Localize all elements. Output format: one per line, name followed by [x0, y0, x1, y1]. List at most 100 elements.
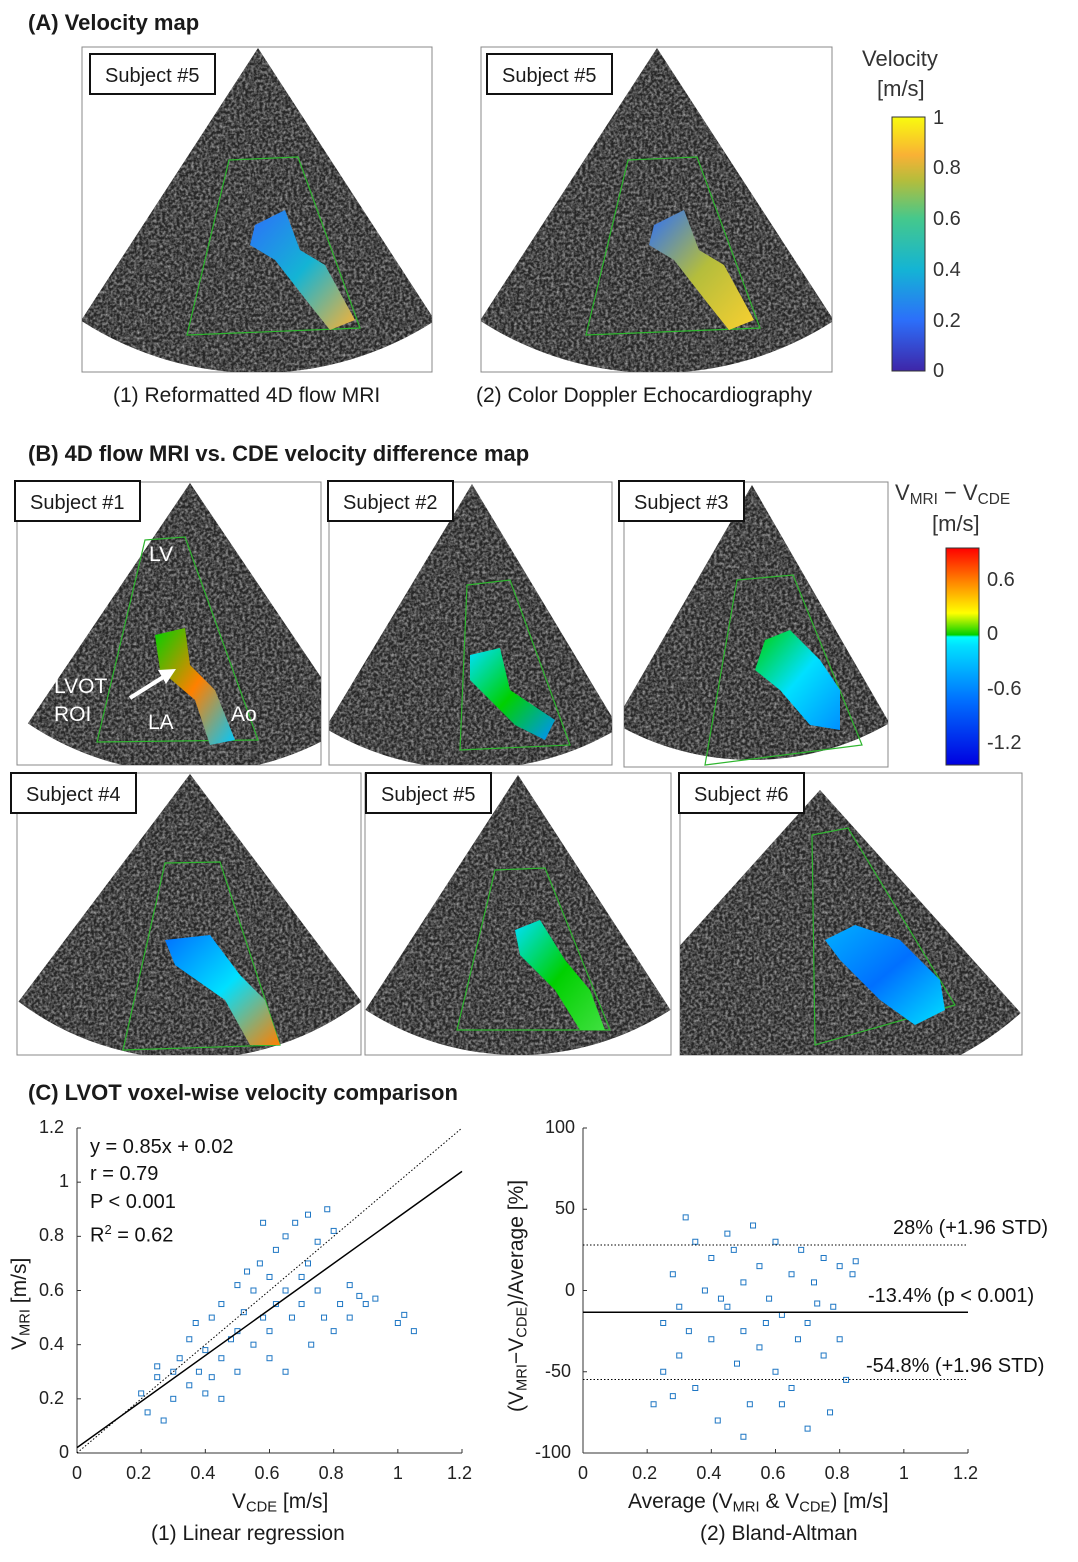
data-point — [208, 1314, 215, 1321]
data-point — [218, 1355, 225, 1362]
yl-unit: [m/s] — [8, 1257, 31, 1310]
roi-label: ROI — [54, 703, 92, 726]
data-point — [250, 1341, 257, 1348]
data-point — [244, 1268, 251, 1275]
xl-sub: CDE — [246, 1499, 278, 1516]
xl-sub: CDE — [799, 1499, 831, 1516]
data-point — [176, 1355, 183, 1362]
data-point — [682, 1214, 689, 1221]
cb-minus: − — [937, 480, 963, 505]
la-label: LA — [148, 711, 174, 734]
y-tick-label: -100 — [535, 1442, 572, 1462]
data-point — [266, 1355, 273, 1362]
colorbar-tick: 0.6 — [933, 208, 961, 230]
lv-label: LV — [149, 543, 174, 566]
data-point — [740, 1433, 747, 1440]
data-point — [794, 1336, 801, 1343]
difference-colorbar — [945, 547, 980, 766]
data-point — [298, 1273, 305, 1280]
x-axis-label: VCDE [m/s] — [232, 1490, 328, 1516]
data-point — [298, 1301, 305, 1308]
subject-label: Subject #1 — [14, 480, 141, 522]
panel-b-title: (B) 4D flow MRI vs. CDE velocity differe… — [28, 441, 530, 466]
data-point — [308, 1341, 315, 1348]
y-tick-label: 0.2 — [39, 1387, 65, 1408]
xl: V — [232, 1490, 247, 1513]
data-point — [208, 1374, 215, 1381]
data-point — [266, 1328, 273, 1335]
y-axis-label: (VMRI−VCDE)/Average [%] — [505, 1180, 531, 1412]
subject-label: Subject #4 — [10, 772, 137, 814]
echo-image — [328, 481, 613, 766]
data-point — [138, 1390, 145, 1397]
data-point — [282, 1368, 289, 1375]
yl: V — [8, 1335, 31, 1350]
y-tick-label: 50 — [555, 1198, 576, 1219]
data-point — [798, 1246, 805, 1253]
data-point — [234, 1368, 241, 1375]
roi-sector-outline — [704, 574, 863, 766]
x-tick-label: 0.2 — [632, 1463, 658, 1483]
data-point — [170, 1368, 177, 1375]
data-point — [849, 1271, 856, 1278]
data-point — [827, 1409, 834, 1416]
colorbar-unit: [m/s] — [932, 511, 980, 536]
x-tick-label: 1 — [392, 1463, 403, 1483]
data-point — [324, 1206, 331, 1213]
cb-v: V — [895, 480, 910, 505]
data-point — [766, 1295, 773, 1302]
data-point — [401, 1311, 408, 1318]
data-point — [708, 1336, 715, 1343]
colorbar-tick: 0 — [987, 623, 999, 645]
cb-sub: MRI — [909, 490, 938, 508]
data-point — [692, 1385, 699, 1391]
y-tick-label: 0 — [59, 1442, 70, 1462]
echo-image — [81, 46, 433, 373]
data-point — [346, 1282, 353, 1289]
colorbar-tick: 0.8 — [933, 157, 961, 179]
data-point — [260, 1314, 267, 1321]
chart-caption: (2) Bland-Altman — [700, 1522, 858, 1545]
data-point — [685, 1328, 692, 1335]
y-tick-label: 0.8 — [39, 1225, 65, 1246]
xl: Average (V — [628, 1490, 733, 1513]
roi-sector-outline — [96, 536, 259, 743]
data-point — [804, 1320, 811, 1326]
ao-label: Ao — [231, 703, 257, 726]
roi-sector-outline — [456, 867, 611, 1031]
subject-label: Subject #3 — [618, 480, 745, 522]
data-point — [266, 1273, 273, 1280]
echo-image — [480, 46, 833, 373]
y-axis-label: VMRI [m/s] — [8, 1258, 34, 1350]
velocity-overlay — [649, 210, 754, 330]
data-point — [314, 1238, 321, 1245]
data-point — [734, 1360, 740, 1367]
data-point — [836, 1263, 843, 1270]
y-tick-label: 0.6 — [39, 1279, 65, 1300]
echo-image — [679, 772, 1023, 1056]
x-tick-label: 0 — [72, 1463, 83, 1483]
yl-sub: MRI — [17, 1309, 34, 1336]
echo-image — [16, 481, 322, 766]
echo-image — [16, 772, 362, 1056]
data-point — [772, 1368, 779, 1375]
data-point — [282, 1287, 289, 1294]
image-caption: (2) Color Doppler Echocardiography — [476, 384, 813, 407]
x-tick-label: 0.4 — [190, 1463, 216, 1483]
data-point — [372, 1295, 379, 1302]
roi-sector-outline — [585, 156, 761, 336]
roi-sector-outline — [459, 579, 571, 751]
colorbar-title: VMRI − VCDE — [895, 480, 1010, 509]
data-point — [272, 1301, 279, 1308]
data-point — [804, 1425, 811, 1432]
colorbar-tick: 0.4 — [933, 259, 961, 281]
data-point — [170, 1395, 177, 1402]
data-point — [154, 1363, 161, 1370]
image-caption: (1) Reformatted 4D flow MRI — [113, 384, 381, 407]
data-point — [778, 1401, 785, 1408]
data-point — [321, 1314, 328, 1321]
data-point — [788, 1271, 795, 1278]
cb-sub: CDE — [977, 490, 1011, 508]
velocity-overlay — [165, 935, 280, 1045]
velocity-overlay — [250, 210, 355, 330]
